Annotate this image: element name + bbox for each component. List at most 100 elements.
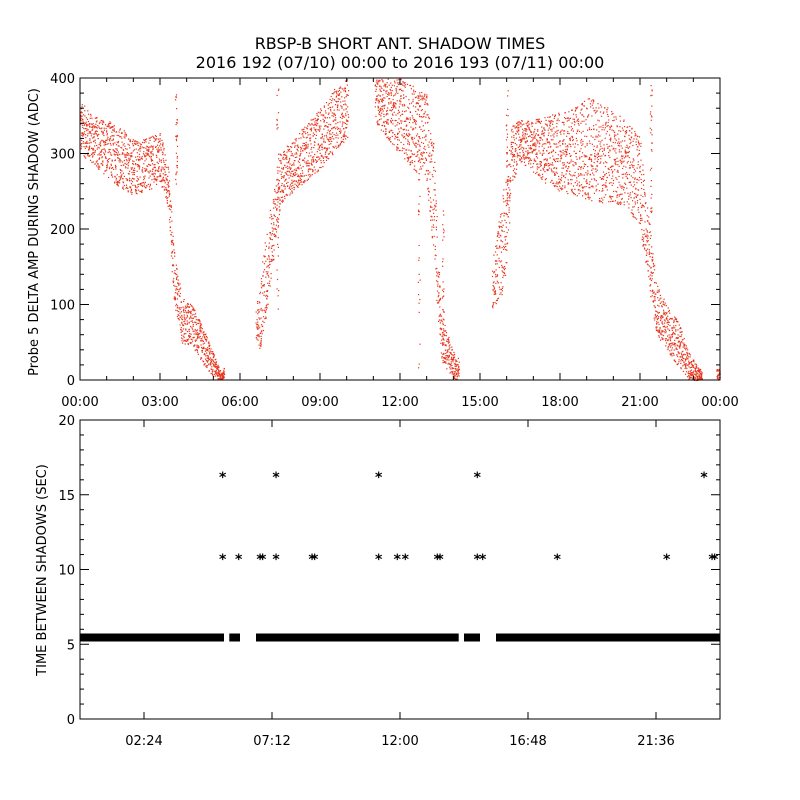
amp-point bbox=[294, 172, 296, 174]
amp-point bbox=[425, 135, 427, 137]
amp-point bbox=[179, 295, 181, 298]
amp-point bbox=[136, 176, 138, 178]
amp-point bbox=[531, 125, 533, 127]
amp-point bbox=[422, 158, 424, 160]
amp-point bbox=[154, 178, 156, 180]
amp-point bbox=[591, 169, 593, 171]
amp-point bbox=[278, 191, 280, 193]
amp-point bbox=[137, 144, 139, 147]
amp-point bbox=[436, 290, 439, 292]
amp-point bbox=[166, 178, 168, 180]
amp-point bbox=[182, 310, 185, 312]
amp-point bbox=[298, 137, 300, 140]
amp-point bbox=[594, 112, 596, 114]
amp-point bbox=[388, 94, 390, 96]
amp-point bbox=[611, 129, 613, 131]
amp-point bbox=[587, 116, 589, 118]
amp-point bbox=[418, 114, 420, 116]
amp-point bbox=[305, 133, 307, 135]
amp-point bbox=[128, 157, 130, 159]
amp-point bbox=[528, 161, 530, 163]
amp-point bbox=[192, 337, 194, 339]
amp-point bbox=[113, 125, 115, 127]
amp-point bbox=[317, 129, 319, 131]
amp-point bbox=[533, 150, 535, 152]
amp-point bbox=[506, 262, 508, 264]
amp-point bbox=[601, 150, 604, 152]
amp-point bbox=[635, 196, 638, 199]
amp-point bbox=[197, 353, 199, 355]
amp-point bbox=[110, 171, 112, 173]
amp-point bbox=[603, 162, 605, 164]
amp-point bbox=[183, 299, 185, 301]
amp-point bbox=[219, 378, 222, 380]
amp-point bbox=[385, 92, 387, 94]
amp-point bbox=[389, 109, 391, 111]
amp-point bbox=[396, 146, 398, 148]
amp-point bbox=[651, 259, 653, 261]
amp-point bbox=[319, 128, 321, 130]
amp-point bbox=[95, 126, 97, 129]
amp-point bbox=[175, 298, 177, 300]
amp-point bbox=[179, 324, 181, 326]
amp-point bbox=[407, 157, 409, 159]
amp-point bbox=[660, 316, 662, 318]
amp-point bbox=[135, 186, 137, 188]
amp-point bbox=[415, 120, 417, 122]
amp-point bbox=[335, 137, 337, 139]
amp-point bbox=[128, 153, 130, 155]
amp-point bbox=[419, 137, 421, 140]
amp-point bbox=[431, 141, 433, 143]
amp-point bbox=[600, 141, 602, 143]
amp-point bbox=[518, 133, 520, 135]
amp-point bbox=[325, 147, 327, 149]
amp-point bbox=[601, 190, 603, 192]
amp-point bbox=[91, 123, 93, 126]
amp-point bbox=[582, 187, 584, 189]
amp-point bbox=[407, 159, 409, 161]
amp-point bbox=[310, 143, 312, 145]
amp-point bbox=[592, 185, 594, 187]
amp-point bbox=[645, 228, 647, 230]
amp-point bbox=[431, 237, 433, 239]
amp-point bbox=[323, 147, 326, 149]
amp-point bbox=[176, 273, 178, 276]
amp-point bbox=[171, 241, 173, 243]
amp-point bbox=[204, 354, 206, 356]
amp-point bbox=[455, 365, 458, 367]
amp-point bbox=[89, 117, 91, 119]
amp-point bbox=[443, 357, 445, 360]
amp-point bbox=[602, 178, 605, 180]
amp-point bbox=[184, 310, 186, 312]
amp-point bbox=[157, 151, 159, 153]
amp-point bbox=[100, 128, 102, 130]
amp-point bbox=[81, 139, 83, 141]
amp-point bbox=[647, 237, 649, 239]
amp-point bbox=[401, 134, 403, 136]
amp-point bbox=[594, 179, 596, 181]
amp-point bbox=[410, 149, 412, 152]
amp-point bbox=[518, 155, 520, 157]
amp-point bbox=[279, 170, 281, 172]
amp-point bbox=[553, 127, 555, 129]
amp-point bbox=[423, 112, 425, 115]
amp-point bbox=[525, 142, 527, 144]
amp-point bbox=[341, 107, 343, 109]
amp-point bbox=[145, 147, 147, 149]
amp-point bbox=[568, 162, 570, 165]
amp-point bbox=[165, 177, 167, 179]
amp-point bbox=[170, 206, 172, 208]
amp-point bbox=[148, 150, 150, 153]
amp-point bbox=[113, 153, 115, 155]
amp-point bbox=[600, 158, 602, 160]
amp-point bbox=[384, 97, 386, 99]
amp-point bbox=[376, 79, 378, 81]
amp-point bbox=[409, 84, 412, 87]
amp-point bbox=[290, 185, 292, 187]
amp-point bbox=[592, 102, 594, 104]
amp-point bbox=[396, 148, 398, 150]
amp-point bbox=[89, 132, 91, 134]
amp-point bbox=[623, 157, 625, 159]
amp-point bbox=[276, 219, 278, 221]
amp-point bbox=[630, 197, 632, 199]
